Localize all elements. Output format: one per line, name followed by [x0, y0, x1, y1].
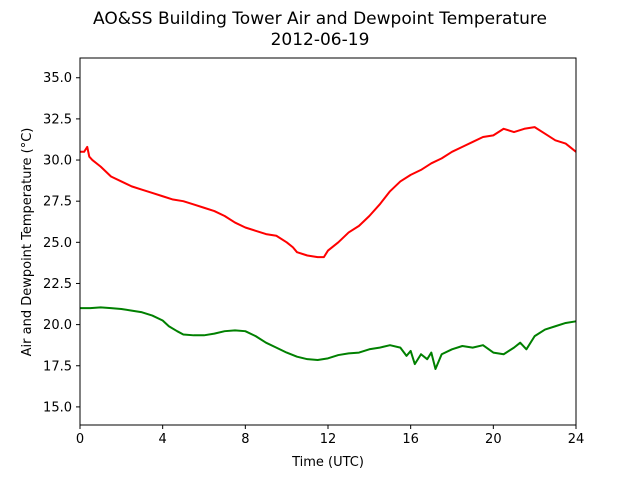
y-tick-label: 35.0: [43, 71, 72, 86]
y-tick-label: 15.0: [43, 400, 72, 415]
x-tick-label: 0: [76, 432, 84, 447]
x-tick-label: 16: [402, 432, 419, 447]
series-line-2: [80, 306, 577, 371]
y-tick-label: 30.0: [43, 154, 72, 169]
y-tick-label: 32.5: [43, 112, 72, 127]
x-axis: 0 4 8 12 16 20 24: [76, 425, 584, 447]
y-tick-label: 27.5: [43, 195, 72, 210]
series-layer: [80, 126, 577, 371]
y-tick-label: 17.5: [43, 359, 72, 374]
x-tick-label: 24: [568, 432, 585, 447]
y-axis: 15.0 17.5 20.0 22.5 25.0 27.5 30.0 32.5 35.0: [43, 71, 80, 415]
x-tick-label: 8: [241, 432, 249, 447]
x-tick-label: 12: [320, 432, 337, 447]
x-tick-label: 20: [485, 432, 502, 447]
x-tick-label: 4: [159, 432, 167, 447]
plot-area-frame: [79, 57, 577, 426]
y-tick-label: 20.0: [43, 318, 72, 333]
y-axis-label: Air and Dewpoint Temperature (°C): [20, 128, 35, 357]
series-line-1: [80, 126, 577, 259]
chart-title: AO&SS Building Tower Air and Dewpoint Te…: [93, 9, 547, 29]
x-axis-label: Time (UTC): [291, 455, 364, 470]
chart-subtitle: 2012-06-19: [271, 30, 370, 50]
y-tick-label: 25.0: [43, 236, 72, 251]
y-tick-label: 22.5: [43, 277, 72, 292]
